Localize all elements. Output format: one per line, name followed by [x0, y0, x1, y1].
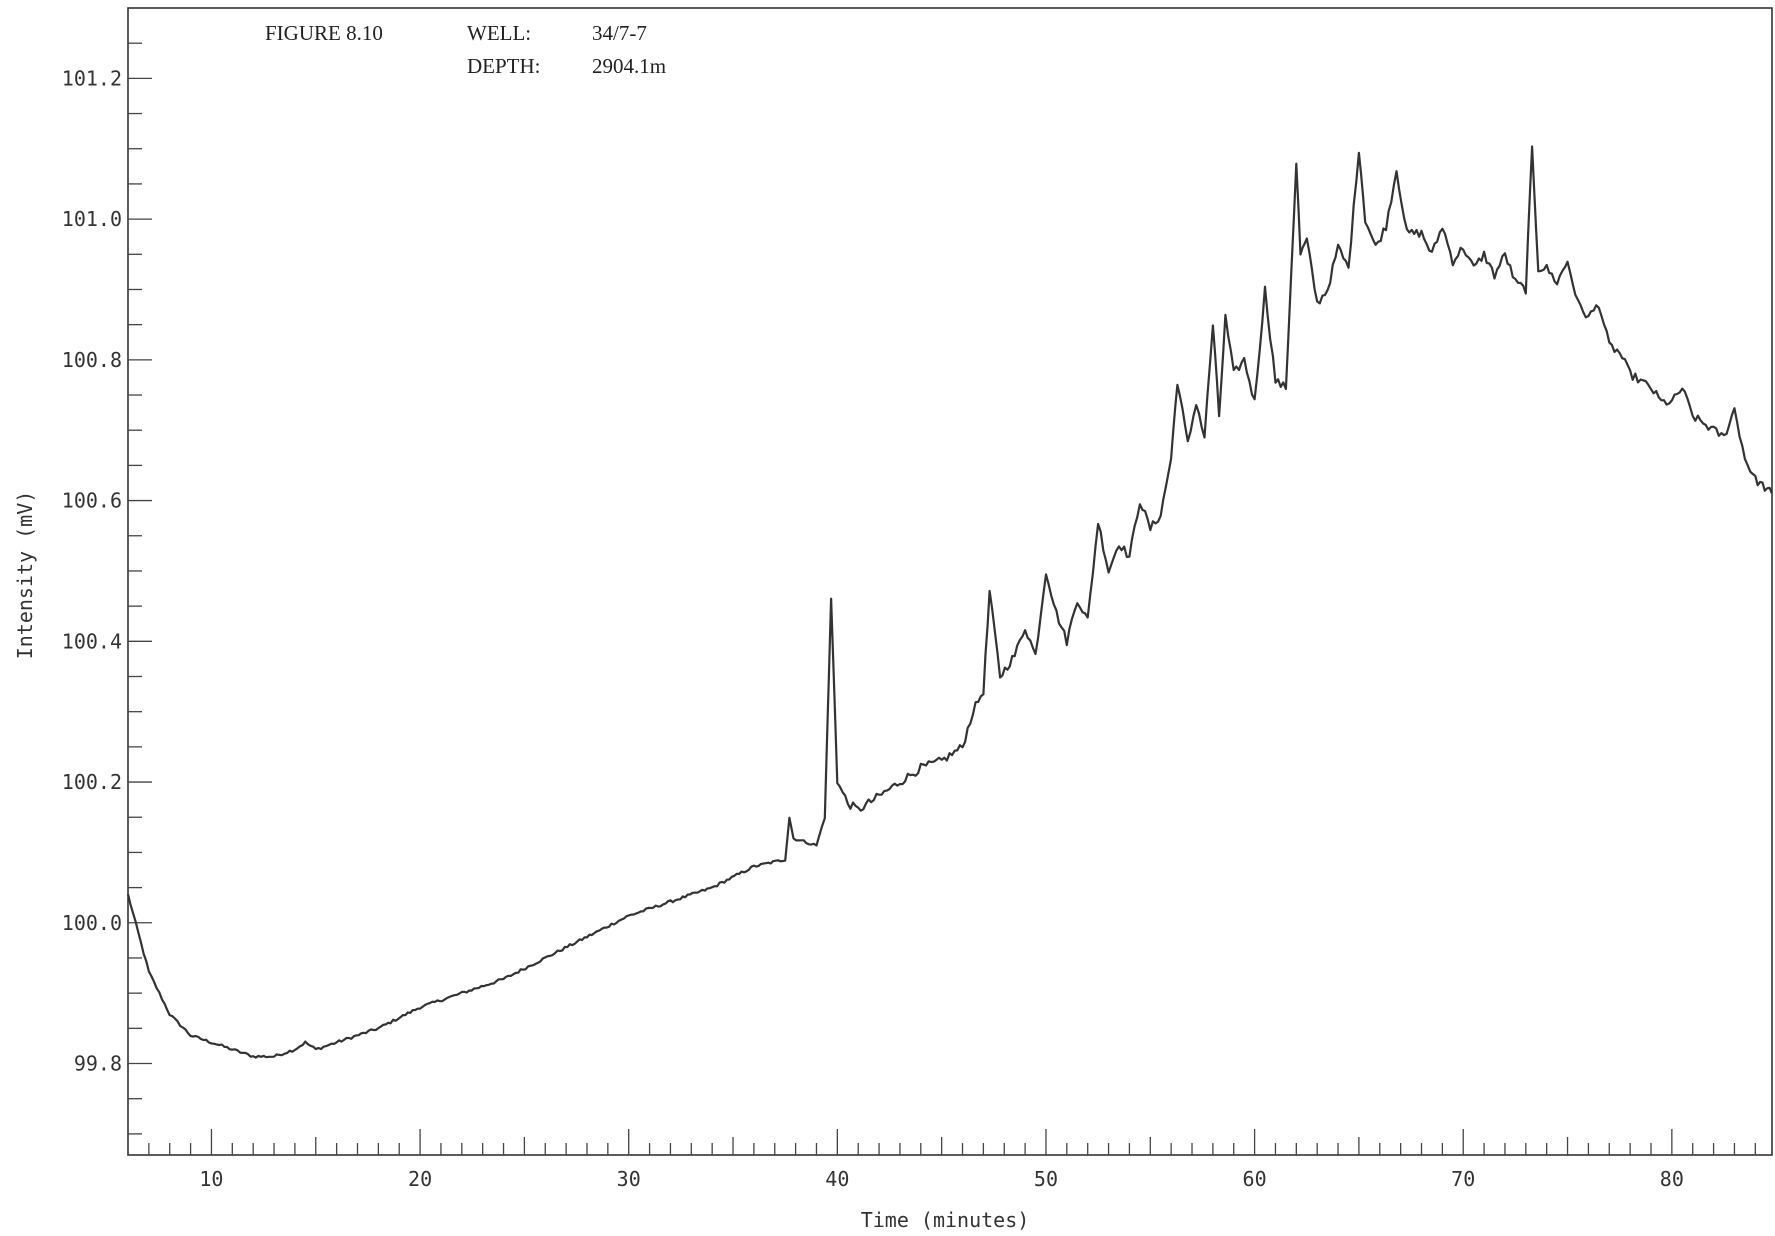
- x-tick-label: 80: [1660, 1167, 1684, 1191]
- y-tick-label: 99.8: [74, 1052, 122, 1076]
- intensity-trace: [126, 145, 1774, 1059]
- y-tick-label: 100.2: [62, 770, 122, 794]
- depth-value: 2904.1m: [592, 54, 666, 78]
- x-tick-label: 50: [1034, 1167, 1058, 1191]
- depth-label: DEPTH:: [467, 54, 541, 78]
- y-tick-label: 100.4: [62, 629, 122, 653]
- y-axis-label: Intensity (mV): [13, 491, 37, 660]
- x-tick-label: 70: [1451, 1167, 1475, 1191]
- y-tick-label: 101.2: [62, 66, 122, 90]
- x-axis-ticks: 10 20 30 40 50 60 70 80: [148, 1129, 1756, 1191]
- x-tick-label: 30: [617, 1167, 641, 1191]
- plot-border: [127, 7, 1773, 1156]
- x-tick-label: 10: [199, 1167, 223, 1191]
- well-label: WELL:: [467, 21, 531, 45]
- well-value: 34/7-7: [592, 21, 647, 45]
- figure-number: FIGURE 8.10: [265, 21, 383, 45]
- x-tick-label: 40: [825, 1167, 849, 1191]
- y-tick-label: 100.0: [62, 911, 122, 935]
- y-axis-ticks: 99.8 100.0 100.2 100.4 100.6 100.8 101.0 101.2: [62, 42, 152, 1135]
- x-tick-label: 20: [408, 1167, 432, 1191]
- x-axis-label: Time (minutes): [861, 1208, 1030, 1232]
- x-tick-label: 60: [1243, 1167, 1267, 1191]
- y-tick-label: 101.0: [62, 207, 122, 231]
- plot-frame: [127, 7, 1773, 1156]
- y-tick-label: 100.8: [62, 348, 122, 372]
- y-tick-label: 100.6: [62, 489, 122, 513]
